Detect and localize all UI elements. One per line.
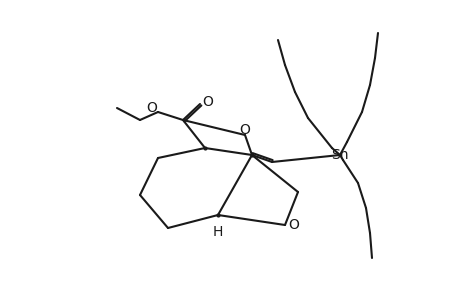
- Text: Sn: Sn: [330, 148, 348, 162]
- Text: O: O: [146, 101, 157, 115]
- Text: O: O: [288, 218, 299, 232]
- Text: H: H: [213, 225, 223, 239]
- Text: O: O: [202, 95, 213, 109]
- Text: O: O: [239, 123, 250, 137]
